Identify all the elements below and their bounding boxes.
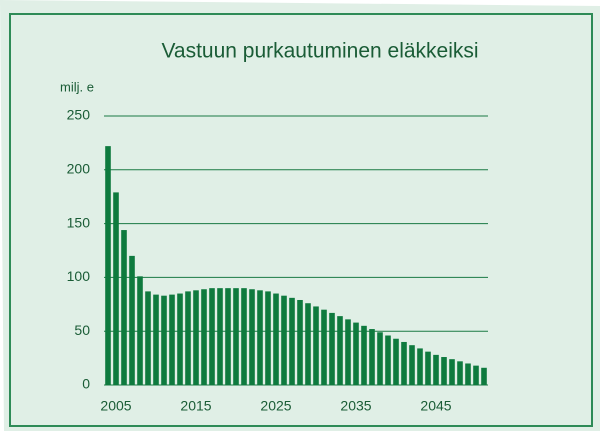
x-tick-label: 2025	[260, 398, 291, 414]
bar	[209, 288, 215, 385]
x-tick-label: 2005	[100, 398, 131, 414]
bar	[337, 316, 343, 385]
x-tick-label: 2015	[180, 398, 211, 414]
bar	[201, 289, 207, 385]
bar	[249, 289, 255, 385]
bar	[297, 299, 303, 385]
frame	[9, 13, 593, 427]
bar	[353, 322, 359, 385]
x-tick-label: 2045	[420, 398, 451, 414]
y-tick-label: 100	[67, 268, 91, 284]
bar	[137, 276, 143, 385]
y-tick-label: 250	[67, 107, 91, 123]
bar	[177, 293, 183, 385]
bar	[281, 295, 287, 385]
bar	[289, 297, 295, 385]
bar	[113, 192, 119, 385]
y-tick-label: 200	[67, 161, 91, 177]
bar	[465, 363, 471, 385]
bar	[241, 288, 247, 385]
bar	[273, 293, 279, 385]
bar	[185, 291, 191, 385]
bar	[481, 367, 487, 385]
bar	[305, 303, 311, 385]
bar	[409, 345, 415, 385]
bar	[401, 341, 407, 385]
y-tick-label: 150	[67, 214, 91, 230]
y-tick-label: 0	[82, 376, 90, 392]
bar	[153, 294, 159, 385]
bar	[441, 357, 447, 385]
chart-title: Vastuun purkautuminen eläkkeiksi	[161, 40, 478, 63]
bar	[233, 288, 239, 385]
bar	[345, 319, 351, 385]
bar	[425, 351, 431, 385]
bar	[385, 335, 391, 385]
bar	[361, 325, 367, 385]
bar	[313, 306, 319, 385]
bar	[457, 361, 463, 385]
bar	[145, 291, 151, 385]
bar	[105, 146, 111, 385]
bar	[473, 365, 479, 385]
bar	[161, 295, 167, 385]
bar	[129, 255, 135, 385]
bar	[393, 338, 399, 385]
bar	[449, 359, 455, 385]
bar	[369, 329, 375, 385]
bar	[225, 288, 231, 385]
bar	[217, 288, 223, 385]
bar	[265, 291, 271, 385]
bar	[169, 294, 175, 385]
bar	[321, 309, 327, 385]
bar	[121, 230, 127, 385]
y-axis-label: milj. e	[60, 79, 94, 94]
bar	[257, 290, 263, 385]
x-tick-label: 2035	[340, 398, 371, 414]
bar	[193, 290, 199, 385]
y-tick-label: 50	[74, 322, 90, 338]
bar	[377, 332, 383, 385]
bar	[417, 348, 423, 385]
bar	[329, 312, 335, 385]
bar	[433, 354, 439, 385]
